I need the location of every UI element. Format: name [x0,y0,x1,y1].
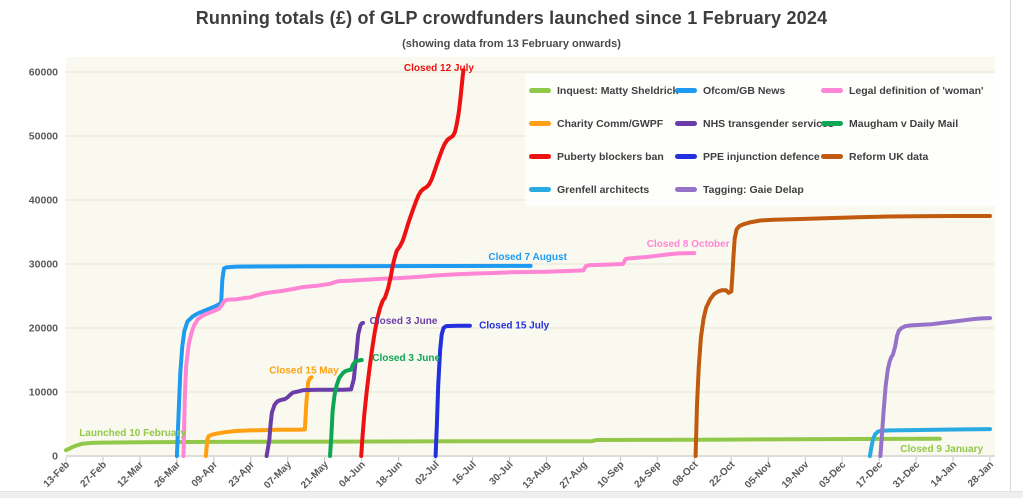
legend-label: Tagging: Gaie Delap [703,183,804,196]
x-tick-label: 08-Oct [671,459,701,489]
window-right-edge [1010,0,1011,498]
legend-swatch [529,154,551,159]
legend-swatch [675,88,697,93]
legend-swatch [675,187,697,192]
x-tick-label: 22-Oct [708,459,738,489]
y-tick-label: 10000 [29,387,58,399]
legend-swatch [821,121,843,126]
x-tick-label: 13-Feb [42,459,73,490]
legend-swatch [529,187,551,192]
x-tick-label: 05-Nov [743,459,775,491]
x-tick-label: 26-Mar [152,459,183,490]
x-tick-label: 10-Sep [596,459,627,490]
legend-label: PPE injunction defence [703,150,820,163]
series-line-10 [878,316,992,458]
y-tick-label: 20000 [29,323,58,335]
annotation-label: Closed 8 October [647,239,730,250]
x-tick-label: 19-Nov [780,459,812,491]
x-tick-label: 07-May [262,459,294,491]
x-tick-label: 04-Jun [337,459,368,490]
series-line-5 [328,358,364,458]
x-axis: 13-Feb 27-Feb 12-Mar 26-Mar 09-Apr 23-Apr 07-M… [42,457,996,491]
legend-item-9: Grenfell architects [529,184,675,196]
legend-label: Ofcom/GB News [703,84,786,97]
legend-item-5: Maugham v Daily Mail [821,118,1007,130]
series-line-2 [181,251,697,458]
x-tick-label: 18-Jun [374,459,405,490]
annotation-label: Closed 3 June [372,353,440,364]
x-tick-label: 23-Apr [227,459,257,489]
legend-item-3: Charity Comm/GWPF [529,118,675,130]
series-line-4 [264,320,365,458]
x-tick-label: 14-Jan [929,459,959,489]
annotation-label: Closed 15 May [269,366,339,377]
y-tick-label: 50000 [29,131,58,143]
legend-item-2: Legal definition of 'woman' [821,85,1007,97]
x-tick-label: 27-Feb [79,459,110,490]
series-line-8 [693,214,992,458]
x-tick-label: 30-Jul [487,459,515,487]
legend-swatch [675,121,697,126]
series-line-3 [203,375,314,458]
legend-swatch [821,88,843,93]
legend-item-4: NHS transgender services [675,118,834,130]
x-tick-label: 27-Aug [558,459,590,491]
legend-swatch [821,154,843,159]
x-tick-label: 13-Aug [521,459,553,491]
legend-item-6: Puberty blockers ban [529,151,675,163]
x-tick-label: 03-Dec [817,459,848,490]
legend-swatch [529,88,551,93]
legend-label: Legal definition of 'woman' [849,84,984,97]
x-tick-label: 12-Mar [115,459,146,490]
y-tick-label: 40000 [29,195,58,207]
legend-item-10: Tagging: Gaie Delap [675,184,821,196]
legend-item-7: PPE injunction defence [675,151,821,163]
annotation-label: Closed 7 August [488,252,567,263]
annotation-label: Closed 15 July [479,320,549,331]
x-tick-label: 02-Jul [414,459,442,487]
y-tick-label: 60000 [29,67,58,79]
legend-item-1: Ofcom/GB News [675,85,821,97]
chart-legend: Inquest: Matty Sheldrick Ofcom/GB News Leg… [525,74,1007,206]
x-tick-label: 31-Dec [891,459,922,490]
annotation-label: Launched 10 February [79,428,186,439]
legend-label: Charity Comm/GWPF [557,117,664,130]
x-tick-label: 28-Jan [966,459,996,489]
y-axis-labels: 0 10000 20000 30000 40000 50000 60000 [29,67,58,463]
series-line-6 [359,68,466,458]
legend-item-8: Reform UK data [821,151,1007,163]
x-tick-label: 24-Sep [633,459,664,490]
series-line-1 [174,263,533,458]
chart-subtitle: (showing data from 13 February onwards) [402,38,621,50]
legend-label: Grenfell architects [557,183,650,196]
legend-label: Puberty blockers ban [557,150,664,163]
annotation-label: Closed 3 June [370,316,438,327]
legend-swatch [675,154,697,159]
x-tick-label: 21-May [299,459,331,491]
legend-label: Reform UK data [849,150,929,163]
legend-label: Inquest: Matty Sheldrick [557,84,679,97]
legend-label: NHS transgender services [703,117,834,130]
annotations: Launched 10 February Closed 15 May Closed … [79,63,983,455]
series-line-7 [433,323,472,458]
x-tick-label: 16-Jul [450,459,478,487]
y-tick-label: 30000 [29,259,58,271]
annotation-label: Closed 9 January [900,444,983,455]
x-tick-label: 17-Dec [854,459,885,490]
legend-label: Maugham v Daily Mail [849,117,959,130]
legend-swatch [529,121,551,126]
x-tick-label: 09-Apr [190,459,220,489]
chart-title: Running totals (£) of GLP crowdfunders l… [195,8,828,28]
annotation-label: Closed 12 July [404,63,474,74]
legend-item-0: Inquest: Matty Sheldrick [529,84,679,97]
scrollbar-track[interactable] [0,491,1023,498]
y-tick-label: 0 [52,451,58,463]
series-line-0 [64,436,942,453]
